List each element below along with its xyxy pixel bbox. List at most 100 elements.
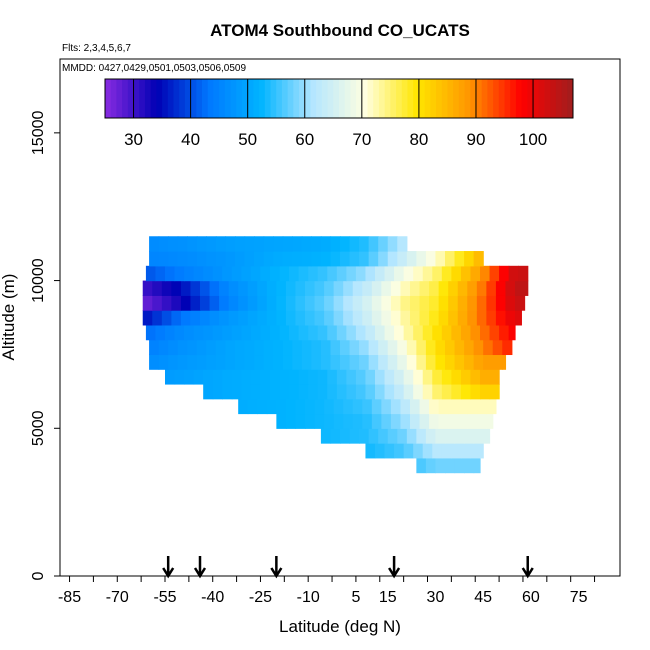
colorbar-segment <box>344 79 351 118</box>
heatmap-cell <box>161 310 172 326</box>
heatmap-cell <box>324 398 335 415</box>
heatmap-cell <box>340 354 351 370</box>
heatmap-cell <box>200 280 211 296</box>
heatmap-cell <box>441 443 452 459</box>
heatmap-cell <box>470 324 481 341</box>
heatmap-cell <box>387 354 398 370</box>
heatmap-cell <box>406 354 417 370</box>
heatmap-cell <box>451 324 462 341</box>
heatmap-cell <box>486 413 494 429</box>
heatmap-cell <box>149 339 160 356</box>
dates-label: MMDD: 0427,0429,0501,0503,0506,0509 <box>62 63 246 74</box>
heatmap-cell <box>432 383 443 400</box>
heatmap-cell <box>149 251 160 267</box>
heatmap-cell <box>419 413 430 429</box>
heatmap-cell <box>196 354 207 370</box>
heatmap-cell <box>180 310 192 326</box>
heatmap-cell <box>429 280 440 296</box>
colorbar-segment <box>418 79 426 118</box>
heatmap-cell <box>330 251 341 267</box>
colorbar-segment <box>253 79 260 118</box>
heatmap-cell <box>279 383 290 400</box>
heatmap-cell <box>425 457 437 474</box>
heatmap-cell <box>200 310 211 326</box>
heatmap-cell <box>460 383 472 400</box>
heatmap-cell <box>438 413 449 429</box>
heatmap-cell <box>279 369 290 385</box>
heatmap-cell <box>397 428 408 444</box>
heatmap-cell <box>228 310 239 326</box>
colorbar-segment <box>276 79 283 118</box>
heatmap-cell <box>193 324 204 341</box>
heatmap-cell <box>273 236 284 252</box>
heatmap-cell <box>387 236 398 252</box>
heatmap-cell <box>387 251 398 267</box>
heatmap-cell <box>222 324 233 341</box>
heatmap-cell <box>429 413 440 429</box>
x-tick-label: -85 <box>58 589 81 606</box>
heatmap-cell <box>219 295 230 311</box>
heatmap-cell <box>432 265 443 282</box>
heatmap-cell <box>473 354 484 370</box>
heatmap-cell <box>324 413 335 429</box>
heatmap-cell <box>441 324 452 341</box>
colorbar-segment <box>373 79 380 118</box>
heatmap-cell <box>270 265 281 282</box>
heatmap-cell <box>375 443 386 459</box>
heatmap-cell <box>492 354 503 370</box>
heatmap-cell <box>231 383 242 400</box>
heatmap-cell <box>161 280 172 296</box>
heatmap-cell <box>292 251 303 267</box>
heatmap-cell <box>473 457 481 474</box>
heatmap-cell <box>336 265 347 282</box>
heatmap-cell <box>368 251 379 267</box>
colorbar-segment <box>407 79 414 118</box>
heatmap-cell <box>406 339 417 356</box>
heatmap-cell <box>177 251 188 267</box>
colorbar-segment <box>544 79 551 118</box>
heatmap-cell <box>250 324 262 341</box>
heatmap-cell <box>432 324 443 341</box>
heatmap-cell <box>305 310 316 326</box>
colorbar-segment <box>350 79 357 118</box>
colorbar-segment <box>464 79 471 118</box>
heatmap-cell <box>298 369 309 385</box>
heatmap-cell <box>397 354 408 370</box>
heatmap-cell <box>152 280 163 296</box>
heatmap-cell <box>308 383 319 400</box>
colorbar: 30 40 50 60 70 80 90 100 <box>104 78 574 149</box>
colorbar-segment <box>436 79 443 118</box>
colorbar-segment <box>384 79 391 118</box>
colorbar-segment <box>533 79 540 118</box>
colorbar-segment <box>167 79 174 118</box>
heatmap-cell <box>480 369 491 385</box>
heatmap-cell <box>149 236 160 252</box>
heatmap-cell <box>403 265 414 282</box>
colorbar-tick-label: 70 <box>352 130 371 149</box>
heatmap-cell <box>311 354 322 370</box>
heatmap-cell <box>314 295 325 311</box>
heatmap-cell <box>371 413 382 429</box>
colorbar-segment <box>481 79 488 118</box>
heatmap-cell <box>467 398 478 415</box>
heatmap-cell <box>219 310 230 326</box>
heatmap-cell <box>305 398 316 415</box>
colorbar-segment <box>304 79 311 118</box>
heatmap-cell <box>193 369 204 385</box>
heatmap-cell <box>349 339 360 356</box>
heatmap-cell <box>320 339 332 356</box>
colorbar-segment <box>550 79 557 118</box>
colorbar-segment <box>247 79 254 118</box>
heatmap-cell <box>486 310 497 326</box>
heatmap-cell <box>225 251 236 267</box>
heatmap-cell <box>441 383 452 400</box>
heatmap-cell <box>422 383 433 400</box>
heatmap-cell <box>225 236 236 252</box>
heatmap-cell <box>285 398 297 415</box>
heatmap-cell <box>489 383 500 400</box>
colorbar-segment <box>105 79 112 118</box>
heatmap-cell <box>177 236 188 252</box>
heatmap-cell <box>416 428 427 444</box>
heatmap-cell <box>187 339 198 356</box>
